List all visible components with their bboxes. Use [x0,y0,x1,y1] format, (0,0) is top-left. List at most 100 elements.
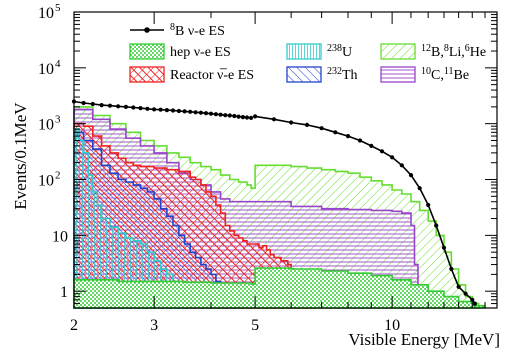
series-8b-point [408,173,414,178]
x-tick-label: 5 [251,317,259,334]
y-tick-label-exponent: 3 [55,114,61,126]
series-8b-point [188,109,193,114]
series-8b-point [304,122,310,127]
series-8b-point [182,109,187,114]
series-8b-point [131,105,136,110]
legend-label: 232Th [327,66,358,84]
series-8b-point [379,149,385,154]
series-8b-point [198,110,203,115]
series-8b-point [203,111,209,116]
series-8b-point [116,104,121,109]
series-8b-point [223,113,228,118]
series-8b-point [449,266,454,272]
series-8b-point [357,138,363,143]
legend-item-th232: 232Th [286,66,358,84]
legend-label: Reactor ν̅-e ES [170,68,254,83]
y-tick-label-exponent: 4 [55,58,61,70]
series-8b-point [426,202,431,208]
series-8b-point [176,108,181,114]
series-fill-vertical-hatch-5 [74,129,185,308]
series-8b-point [232,113,237,119]
plot-frame [73,11,498,309]
legend-swatch [286,43,322,60]
series-8b-point [390,155,395,160]
y-tick-label: 1 [60,284,68,301]
y-tick-label-exponent: 5 [55,2,61,14]
series-8b-point [333,130,338,135]
series-8b-point [90,101,95,107]
series-8b-point [244,115,250,120]
legend-item-u238: 238U [286,43,352,61]
legend-label: 238U [327,43,352,61]
series-8b-point [253,114,258,119]
y-tick-label: 10 [38,173,54,190]
y-tick-label: 10 [52,228,68,245]
legend-item-c10be11: 10C,11Be [380,66,469,83]
series-8b-point [345,134,351,139]
series-outline-crosshatch-3 [73,122,311,309]
legend-swatch [129,66,165,83]
y-axis-title: Events/0.1MeV [11,102,30,210]
series-8b-point [470,297,475,302]
series-8b-point [271,117,277,122]
series-8b-point [463,291,468,296]
series-8b-point [123,104,128,109]
series-8b-point [99,103,104,108]
series-8b-point [170,108,176,113]
y-tick-label: 10 [38,117,54,134]
series-8b-point [152,107,157,112]
series-8b-point [399,163,404,168]
legend-label: hep ν-e ES [170,45,231,60]
y-tick-label: 10 [38,5,54,22]
legend-item-reactor: Reactor ν̅-e ES [129,66,254,83]
y-tick-label-exponent: 2 [55,170,61,182]
series-8b-point [227,113,232,118]
legend-item-cosmo: 12B,8Li,6He [380,43,486,61]
x-tick-label: 2 [70,317,78,334]
series-8b-point [145,106,150,111]
series-8b-point [107,103,113,108]
legend-swatch [380,43,416,60]
series-lines [71,99,477,306]
series-8b-point [441,245,447,250]
series-8b-point [218,112,223,117]
series-8b-point [236,114,241,119]
series-8b-point [208,111,214,116]
legend-label: 8B ν-e ES [170,22,225,40]
series-8b-point [434,223,439,228]
x-tick-label: 3 [150,317,158,334]
legend-item-b8: 8B ν-e ES [130,22,225,40]
series-8b-point [319,126,324,131]
series-8b-line-1 [254,115,476,305]
series-8b-point [417,186,422,191]
series-outline-vertical-hatch-5 [73,128,186,309]
series-outline-horizontal-hatch-2 [73,108,423,309]
y-tick-label: 10 [38,61,54,78]
legend-swatch [129,43,165,60]
series-8b-point [81,100,86,106]
x-axis-title: Visible Energy [MeV] [348,330,500,349]
x-tick-label: 10 [384,317,400,334]
legend-marker-swatch [144,27,150,33]
series-8b-point [164,108,169,113]
series-fill-dots-6 [74,268,485,308]
legend-swatch [286,66,322,83]
series-8b-point [193,110,198,115]
series-8b-point [240,115,245,120]
series-outline-dots-6 [73,267,486,309]
legend-swatch [380,66,416,83]
series-8b-point [213,112,218,117]
series-fills [73,106,486,309]
series-8b-point [472,301,477,306]
legend: 8B ν-e ES hep ν-e ES 238U 12B,8Li,6He Reacto… [129,22,486,84]
plot-border [73,11,498,309]
series-8b-point [138,106,143,111]
series-8b-point [158,107,163,112]
legend-label: 12B,8Li,6He [421,43,486,61]
series-8b-point [249,115,254,120]
series-8b-point [456,284,461,289]
series-8b-point [289,120,294,125]
